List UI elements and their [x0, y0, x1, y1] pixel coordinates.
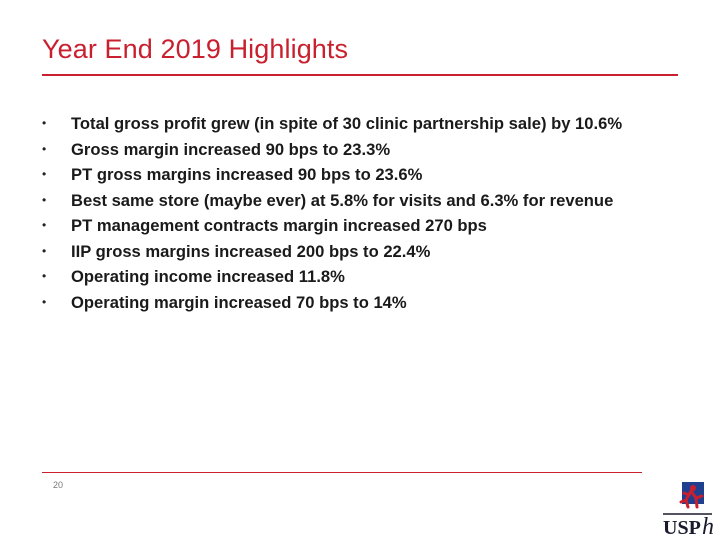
- bullet-icon: •: [42, 294, 47, 309]
- bullet-text: IIP gross margins increased 200 bps to 2…: [71, 241, 431, 261]
- bullet-text: Gross margin increased 90 bps to 23.3%: [71, 139, 391, 159]
- bullet-text: PT management contracts margin increased…: [71, 216, 487, 235]
- svg-text:USP: USP: [663, 517, 701, 538]
- bullet-text: Operating margin increased 70 bps to 14%: [71, 292, 407, 312]
- page-number: 20: [53, 480, 64, 490]
- bullet-text: Best same store (maybe ever) at 5.8% for…: [71, 190, 614, 210]
- uspt-runner-logo-icon: USP h: [662, 480, 718, 540]
- bullet-icon: •: [42, 116, 47, 130]
- title-underline: [42, 74, 678, 76]
- bullet-icon: •: [42, 269, 47, 283]
- bullet-text: Operating income increased 11.8%: [71, 267, 345, 286]
- bullet-icon: •: [42, 192, 47, 207]
- svg-text:h: h: [702, 514, 714, 538]
- bullet-icon: •: [42, 167, 47, 181]
- bullet-icon: •: [42, 141, 47, 156]
- footer-divider: [42, 472, 642, 473]
- bullet-icon: •: [42, 218, 47, 232]
- bullet-text: Total gross profit grew (in spite of 30 …: [71, 114, 623, 133]
- bullet-icon: •: [42, 243, 47, 258]
- slide-title: Year End 2019 Highlights: [42, 34, 349, 64]
- bullet-text: PT gross margins increased 90 bps to 23.…: [71, 165, 423, 184]
